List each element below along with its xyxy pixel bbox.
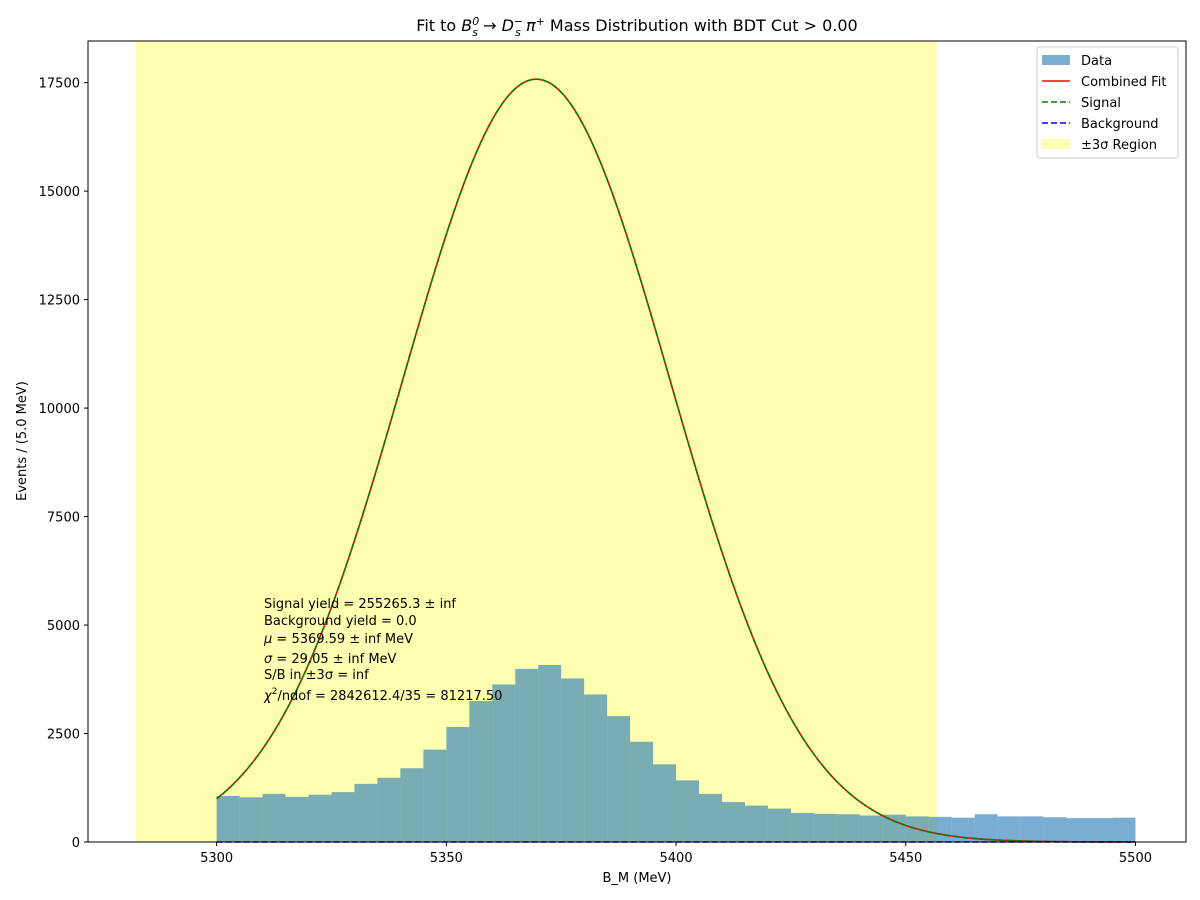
legend-frame (1036, 46, 1179, 159)
title-pi-sup: + (536, 15, 545, 28)
title-pi: π (526, 16, 536, 35)
histogram-bar (630, 741, 654, 842)
histogram-bar (584, 694, 608, 842)
axes: 5300 5350 5400 5450 5500 0 2500 5000 7500 10000 12… (39, 40, 1187, 866)
signal-fit-line (216, 78, 1136, 843)
histogram-bar (1089, 818, 1113, 842)
y-axis-label: Events / (5.0 MeV) (15, 381, 30, 501)
histogram-bar (744, 805, 768, 842)
title-b-sub: s (472, 26, 478, 39)
histogram-bar (538, 664, 562, 842)
histogram-bar (1043, 817, 1067, 842)
legend-label-combined: Combined Fit (1081, 75, 1166, 90)
x-tick-label: 5500 (1119, 851, 1152, 866)
chart-title: Fit to B0 s → D− s π+ Mass Distribution wi… (416, 15, 857, 39)
histogram-bar (607, 716, 631, 842)
legend-label-region: ±3σ Region (1081, 138, 1157, 153)
histogram-bar (790, 812, 814, 842)
legend: Data Combined Fit Signal Background ±3σ … (1036, 46, 1179, 159)
title-d-sup: − (514, 15, 523, 28)
y-tick-label: 17500 (39, 77, 80, 92)
histogram-bar (767, 808, 791, 842)
histogram-bar (859, 815, 883, 842)
y-tick-label: 0 (72, 836, 80, 851)
histogram-bar (423, 749, 447, 842)
stat-sigma-symbol: σ (264, 652, 273, 667)
histogram-bar (216, 796, 240, 842)
stat-chi-sup: 2 (272, 687, 278, 697)
x-tick-label: 5450 (889, 851, 922, 866)
plot-frame (87, 40, 1187, 843)
stat-mu-symbol: μ (263, 632, 272, 647)
stat-signal-yield: Signal yield = 255265.3 ± inf (264, 597, 456, 612)
stat-chi-value: /ndof = 2842612.4/35 = 81217.50 (277, 689, 502, 704)
stat-sigma-value: = 29.05 ± inf MeV (272, 652, 396, 667)
y-tick-label: 2500 (47, 728, 80, 743)
histogram-bar (469, 700, 493, 842)
title-arrow: → (478, 16, 502, 35)
histogram-bar (951, 817, 975, 842)
legend-swatch (1042, 139, 1070, 149)
histogram-bar (354, 783, 378, 842)
stat-sigma: σ = 29.05 ± inf MeV (264, 652, 397, 667)
title-d-sub: s (515, 26, 521, 39)
histogram-bar (928, 816, 952, 842)
histogram-bar (974, 814, 998, 842)
title-b: B (461, 16, 472, 35)
y-tick-label: 12500 (39, 294, 80, 309)
histogram-bar (997, 816, 1021, 842)
stat-mu: μ = 5369.59 ± inf MeV (263, 632, 413, 647)
histogram-bar (377, 777, 401, 842)
histogram-bar (446, 727, 470, 842)
histogram-bar (285, 796, 309, 842)
histogram-bar (1112, 817, 1136, 842)
histogram-bar (331, 792, 355, 842)
title-b-sup: 0 (472, 15, 479, 28)
histogram-bar (308, 794, 332, 842)
y-tick-label: 10000 (39, 402, 80, 417)
title-d: D (502, 16, 514, 35)
histogram-bar (1020, 816, 1044, 842)
x-tick-label: 5400 (660, 851, 693, 866)
stat-chi2: χ2/ndof = 2842612.4/35 = 81217.50 (263, 687, 502, 704)
histogram-bar (882, 814, 906, 842)
histogram-bar (836, 814, 860, 842)
stat-mu-value: = 5369.59 ± inf MeV (272, 632, 413, 647)
x-tick-label: 5350 (430, 851, 463, 866)
y-tick-label: 5000 (47, 619, 80, 634)
histogram-bar (653, 764, 677, 842)
stat-sb: S/B in ±3σ = inf (264, 668, 369, 683)
histogram-bar (239, 797, 263, 842)
histogram-bar (721, 802, 745, 842)
histogram-bar (1066, 818, 1090, 842)
histogram-bar (492, 684, 516, 842)
title-prefix: Fit to (416, 16, 461, 35)
title-suffix: Mass Distribution with BDT Cut > 0.00 (545, 16, 858, 35)
histogram-bar (676, 780, 700, 842)
histogram-bar (813, 813, 837, 842)
legend-swatch (1042, 55, 1070, 65)
legend-label-data: Data (1081, 54, 1112, 69)
histogram-bar (400, 768, 424, 842)
x-axis-label: B_M (MeV) (602, 871, 671, 886)
histogram-bar (699, 793, 722, 842)
stat-background-yield: Background yield = 0.0 (264, 614, 417, 629)
legend-label-signal: Signal (1081, 96, 1121, 111)
y-tick-label: 15000 (39, 185, 80, 200)
fit-statistics: Signal yield = 255265.3 ± inf Background… (263, 597, 502, 704)
legend-label-background: Background (1081, 117, 1159, 132)
data-histogram (216, 664, 1136, 842)
histogram-bar (561, 678, 585, 842)
x-tick-label: 5300 (200, 851, 233, 866)
y-tick-label: 7500 (47, 511, 80, 526)
stat-chi-symbol: χ (263, 689, 273, 704)
histogram-bar (515, 668, 539, 842)
histogram-bar (262, 793, 286, 842)
